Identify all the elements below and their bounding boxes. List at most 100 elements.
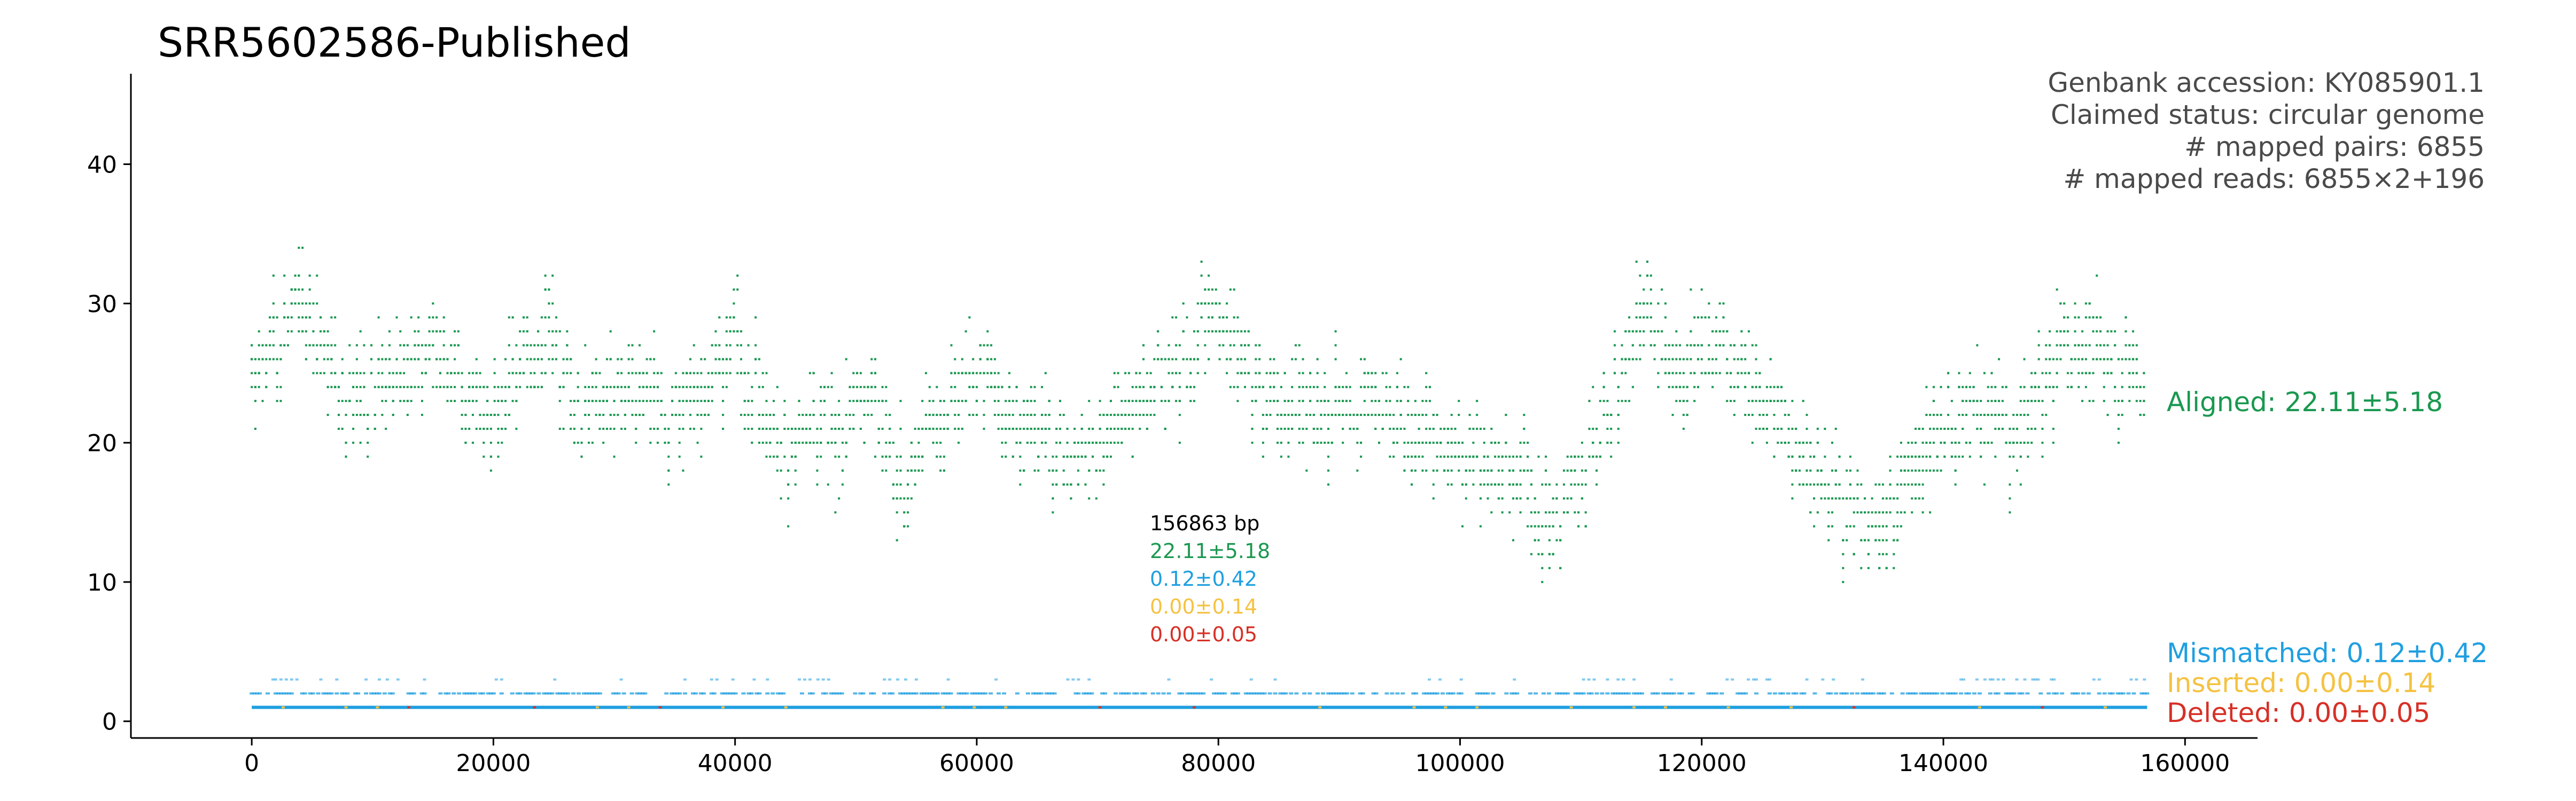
aligned-point [692, 344, 695, 347]
aligned-point [2092, 372, 2095, 374]
aligned-point [1008, 386, 1011, 388]
aligned-point [1102, 469, 1105, 472]
mismatched-point [1754, 678, 1758, 681]
aligned-point [2045, 413, 2048, 416]
mismatched-point [544, 692, 549, 695]
aligned-point [1639, 330, 1641, 333]
mismatched-point [1233, 692, 1238, 695]
mismatched-point [715, 678, 719, 681]
aligned-point [2096, 274, 2098, 277]
aligned-point [428, 330, 431, 333]
aligned-point [686, 372, 688, 374]
mismatched-point [1534, 692, 1538, 695]
aligned-point [1277, 399, 1279, 402]
aligned-point [1653, 344, 1656, 347]
aligned-point [1041, 442, 1044, 444]
aligned-point [1215, 330, 1217, 333]
deleted-point [407, 706, 411, 709]
aligned-point [958, 442, 960, 444]
mismatched-point [1459, 692, 1464, 695]
aligned-point [816, 483, 819, 486]
aligned-point [1867, 511, 1870, 514]
aligned-point [765, 456, 768, 458]
aligned-point [899, 428, 902, 430]
aligned-point [2056, 288, 2058, 291]
aligned-point [2005, 386, 2007, 388]
aligned-point [1744, 358, 1747, 360]
mismatched-point [1132, 692, 1137, 695]
aligned-point [986, 330, 989, 333]
aligned-point [1762, 413, 1765, 416]
mismatched-point [1076, 692, 1081, 695]
aligned-point [421, 386, 423, 388]
aligned-point [692, 386, 695, 388]
mismatched-point [754, 692, 759, 695]
aligned-point [591, 399, 594, 402]
aligned-point [2143, 372, 2145, 374]
aligned-point [1153, 386, 1156, 388]
aligned-point [1247, 372, 1250, 374]
aligned-point [725, 344, 728, 347]
aligned-point [704, 399, 706, 402]
aligned-point [1099, 469, 1101, 472]
mismatched-point [1669, 692, 1674, 695]
aligned-point [707, 372, 710, 374]
aligned-point [316, 358, 318, 360]
mismatched-point [2131, 692, 2136, 695]
aligned-point [1878, 483, 1881, 486]
mismatched-point [922, 692, 927, 695]
aligned-point [1555, 497, 1558, 500]
aligned-point [359, 413, 362, 416]
aligned-point [921, 469, 924, 472]
aligned-point [1671, 358, 1674, 360]
aligned-point [551, 274, 554, 277]
aligned-point [2045, 386, 2048, 388]
aligned-point [562, 428, 565, 430]
aligned-point [359, 372, 362, 374]
aligned-point [1277, 413, 1279, 416]
aligned-point [1617, 442, 1620, 444]
aligned-point [1497, 497, 1500, 500]
aligned-point [1972, 413, 1975, 416]
aligned-point [258, 386, 260, 388]
aligned-point [660, 399, 663, 402]
mismatched-point [683, 692, 688, 695]
aligned-point [1015, 442, 1018, 444]
aligned-point [896, 539, 898, 541]
center-inserted-label: 0.00±0.14 [1150, 595, 1257, 618]
aligned-point [1581, 497, 1583, 500]
aligned-point [1527, 456, 1529, 458]
aligned-point [975, 386, 978, 388]
aligned-point [1446, 442, 1449, 444]
aligned-point [751, 399, 753, 402]
aligned-point [761, 386, 764, 388]
aligned-point [1342, 428, 1344, 430]
aligned-point [1497, 456, 1500, 458]
aligned-point [417, 358, 420, 360]
inserted-point [1444, 706, 1447, 709]
mismatched-point [831, 692, 836, 695]
aligned-point [1545, 483, 1547, 486]
aligned-point [1458, 399, 1460, 402]
aligned-point [1566, 511, 1569, 514]
aligned-point [2045, 344, 2048, 347]
aligned-point [1432, 428, 1435, 430]
aligned-point [533, 344, 536, 347]
aligned-point [1769, 399, 1772, 402]
mismatched-point [1594, 692, 1599, 695]
aligned-point [1011, 413, 1014, 416]
aligned-point [765, 399, 768, 402]
mismatched-point [1865, 692, 1870, 695]
aligned-point [1189, 372, 1192, 374]
aligned-point [722, 386, 725, 388]
aligned-point [1320, 428, 1322, 430]
aligned-point [1708, 372, 1710, 374]
inserted-point [1412, 706, 1416, 709]
aligned-point [530, 372, 532, 374]
aligned-point [497, 386, 500, 388]
aligned-point [2009, 497, 2011, 500]
aligned-point [936, 456, 938, 458]
mismatched-point [709, 692, 714, 695]
aligned-point [1142, 399, 1145, 402]
